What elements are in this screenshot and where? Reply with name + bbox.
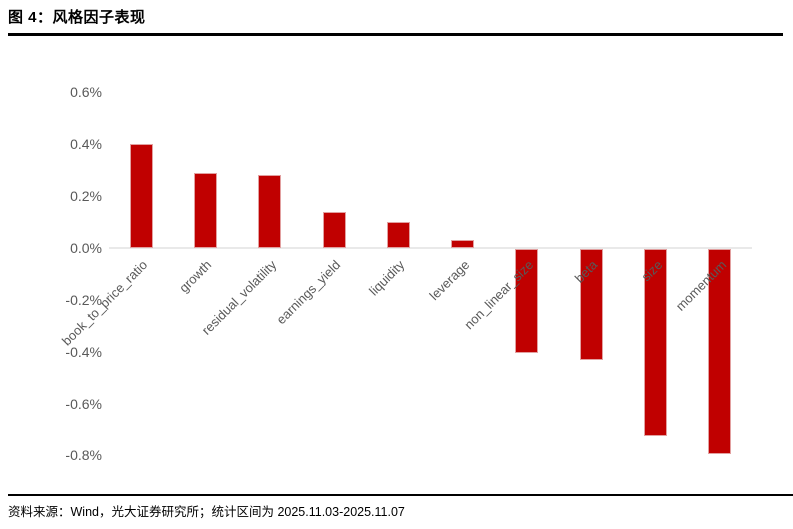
y-tick-label: -0.8% — [65, 447, 102, 464]
bar-momentum — [708, 249, 732, 454]
bar-leverage — [451, 240, 475, 248]
bar-liquidity — [386, 222, 410, 248]
bar-size — [644, 249, 668, 436]
title-divider — [8, 33, 783, 36]
bar-book_to_price_ratio — [129, 144, 153, 248]
bar-non_linear_size — [515, 249, 539, 353]
bar-earnings_yield — [322, 211, 346, 248]
bar-residual_volatility — [258, 175, 282, 248]
bar-growth — [193, 172, 217, 248]
bar-beta — [579, 249, 603, 361]
y-tick-label: 0.0% — [70, 240, 102, 256]
source-note: 资料来源：Wind，光大证券研究所；统计区间为 2025.11.03-2025.… — [8, 505, 405, 519]
figure-title: 图 4：风格因子表现 — [8, 9, 146, 26]
y-tick-label: -0.6% — [65, 395, 102, 412]
y-tick-label: 0.6% — [70, 84, 102, 101]
footer-divider — [8, 494, 793, 496]
zero-axis-line — [109, 247, 752, 249]
y-tick-label: 0.4% — [70, 136, 102, 153]
y-tick-label: 0.2% — [70, 188, 102, 205]
y-tick-label: -0.4% — [65, 343, 102, 360]
y-tick-label: -0.2% — [65, 291, 102, 308]
